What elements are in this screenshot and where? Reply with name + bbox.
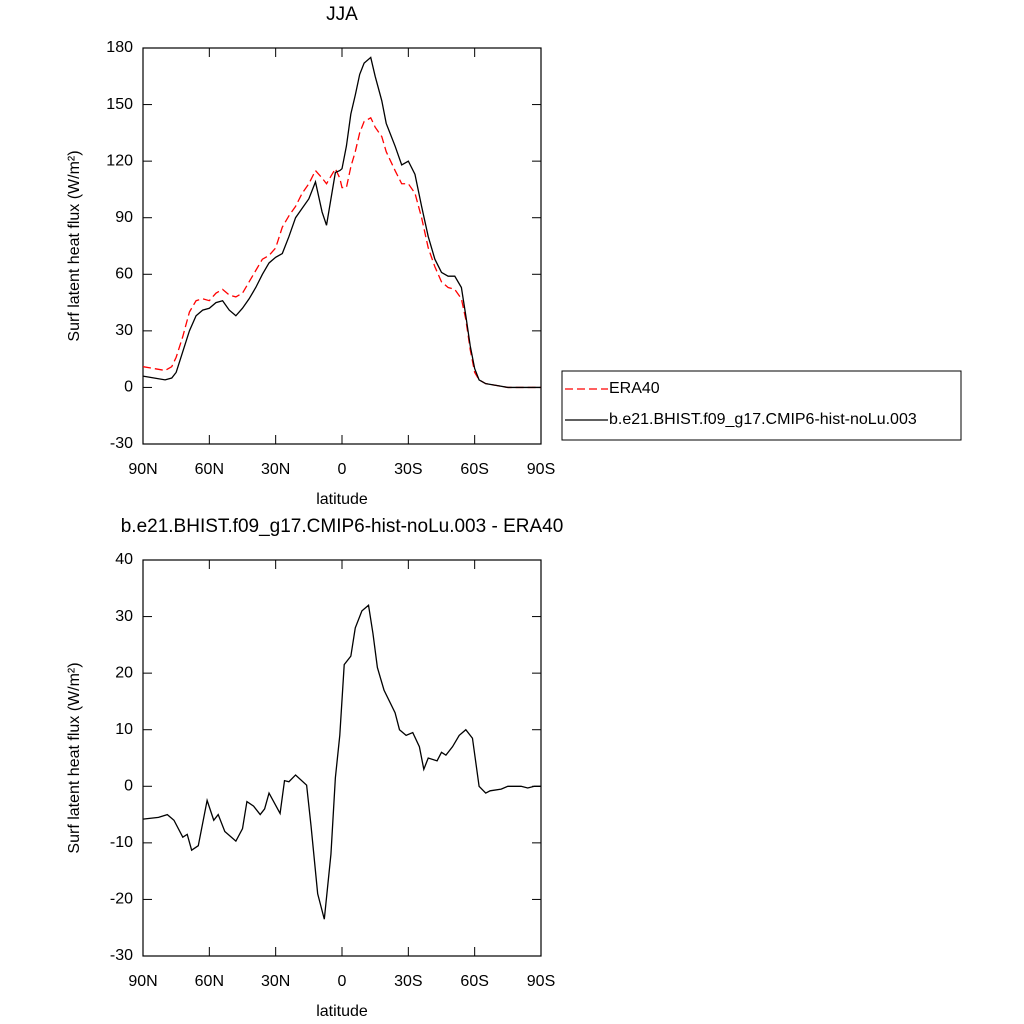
y-tick-label: -10 — [110, 834, 133, 851]
x-tick-label: 90N — [128, 973, 157, 990]
y-tick-label: 30 — [115, 322, 133, 339]
x-tick-label: 60N — [195, 973, 224, 990]
x-tick-label: 90S — [527, 973, 555, 990]
y-tick-label: 30 — [115, 608, 133, 625]
data-line — [142, 604, 541, 920]
y-tick-label: 20 — [115, 664, 133, 681]
y-tick-label: 0 — [124, 778, 133, 795]
y-axis-label: Surf latent heat flux (W/m²) — [66, 662, 83, 853]
y-tick-label: -30 — [110, 435, 133, 452]
x-tick-label: 90S — [527, 461, 555, 478]
legend-label: b.e21.BHIST.f09_g17.CMIP6-hist-noLu.003 — [609, 411, 917, 428]
x-tick-label: 60N — [195, 461, 224, 478]
y-tick-label: 0 — [124, 379, 133, 396]
x-axis-label: latitude — [316, 491, 368, 508]
legend-label: ERA40 — [609, 380, 660, 397]
x-tick-label: 60S — [460, 461, 488, 478]
y-tick-label: 40 — [115, 551, 133, 568]
y-tick-label: 90 — [115, 209, 133, 226]
x-tick-label: 0 — [338, 973, 347, 990]
x-tick-label: 30N — [261, 973, 290, 990]
y-tick-label: 150 — [106, 96, 133, 113]
x-tick-label: 0 — [338, 461, 347, 478]
y-tick-label: 180 — [106, 39, 133, 56]
x-axis-label: latitude — [316, 1003, 368, 1020]
y-axis-label: Surf latent heat flux (W/m²) — [66, 150, 83, 341]
y-tick-label: -20 — [110, 891, 133, 908]
x-tick-label: 60S — [460, 973, 488, 990]
plot-frame — [142, 47, 542, 445]
legend-box — [561, 370, 962, 441]
x-tick-label: 90N — [128, 461, 157, 478]
y-tick-label: -30 — [110, 947, 133, 964]
x-tick-label: 30S — [394, 461, 422, 478]
y-tick-label: 60 — [115, 266, 133, 283]
chart-title: JJA — [326, 4, 358, 25]
x-tick-label: 30S — [394, 973, 422, 990]
y-tick-label: 10 — [115, 721, 133, 738]
x-tick-label: 30N — [261, 461, 290, 478]
data-line — [142, 116, 541, 389]
y-tick-label: 120 — [106, 152, 133, 169]
plot-frame — [142, 559, 542, 957]
data-line — [142, 56, 541, 389]
chart-title: b.e21.BHIST.f09_g17.CMIP6-hist-noLu.003 … — [121, 516, 564, 537]
